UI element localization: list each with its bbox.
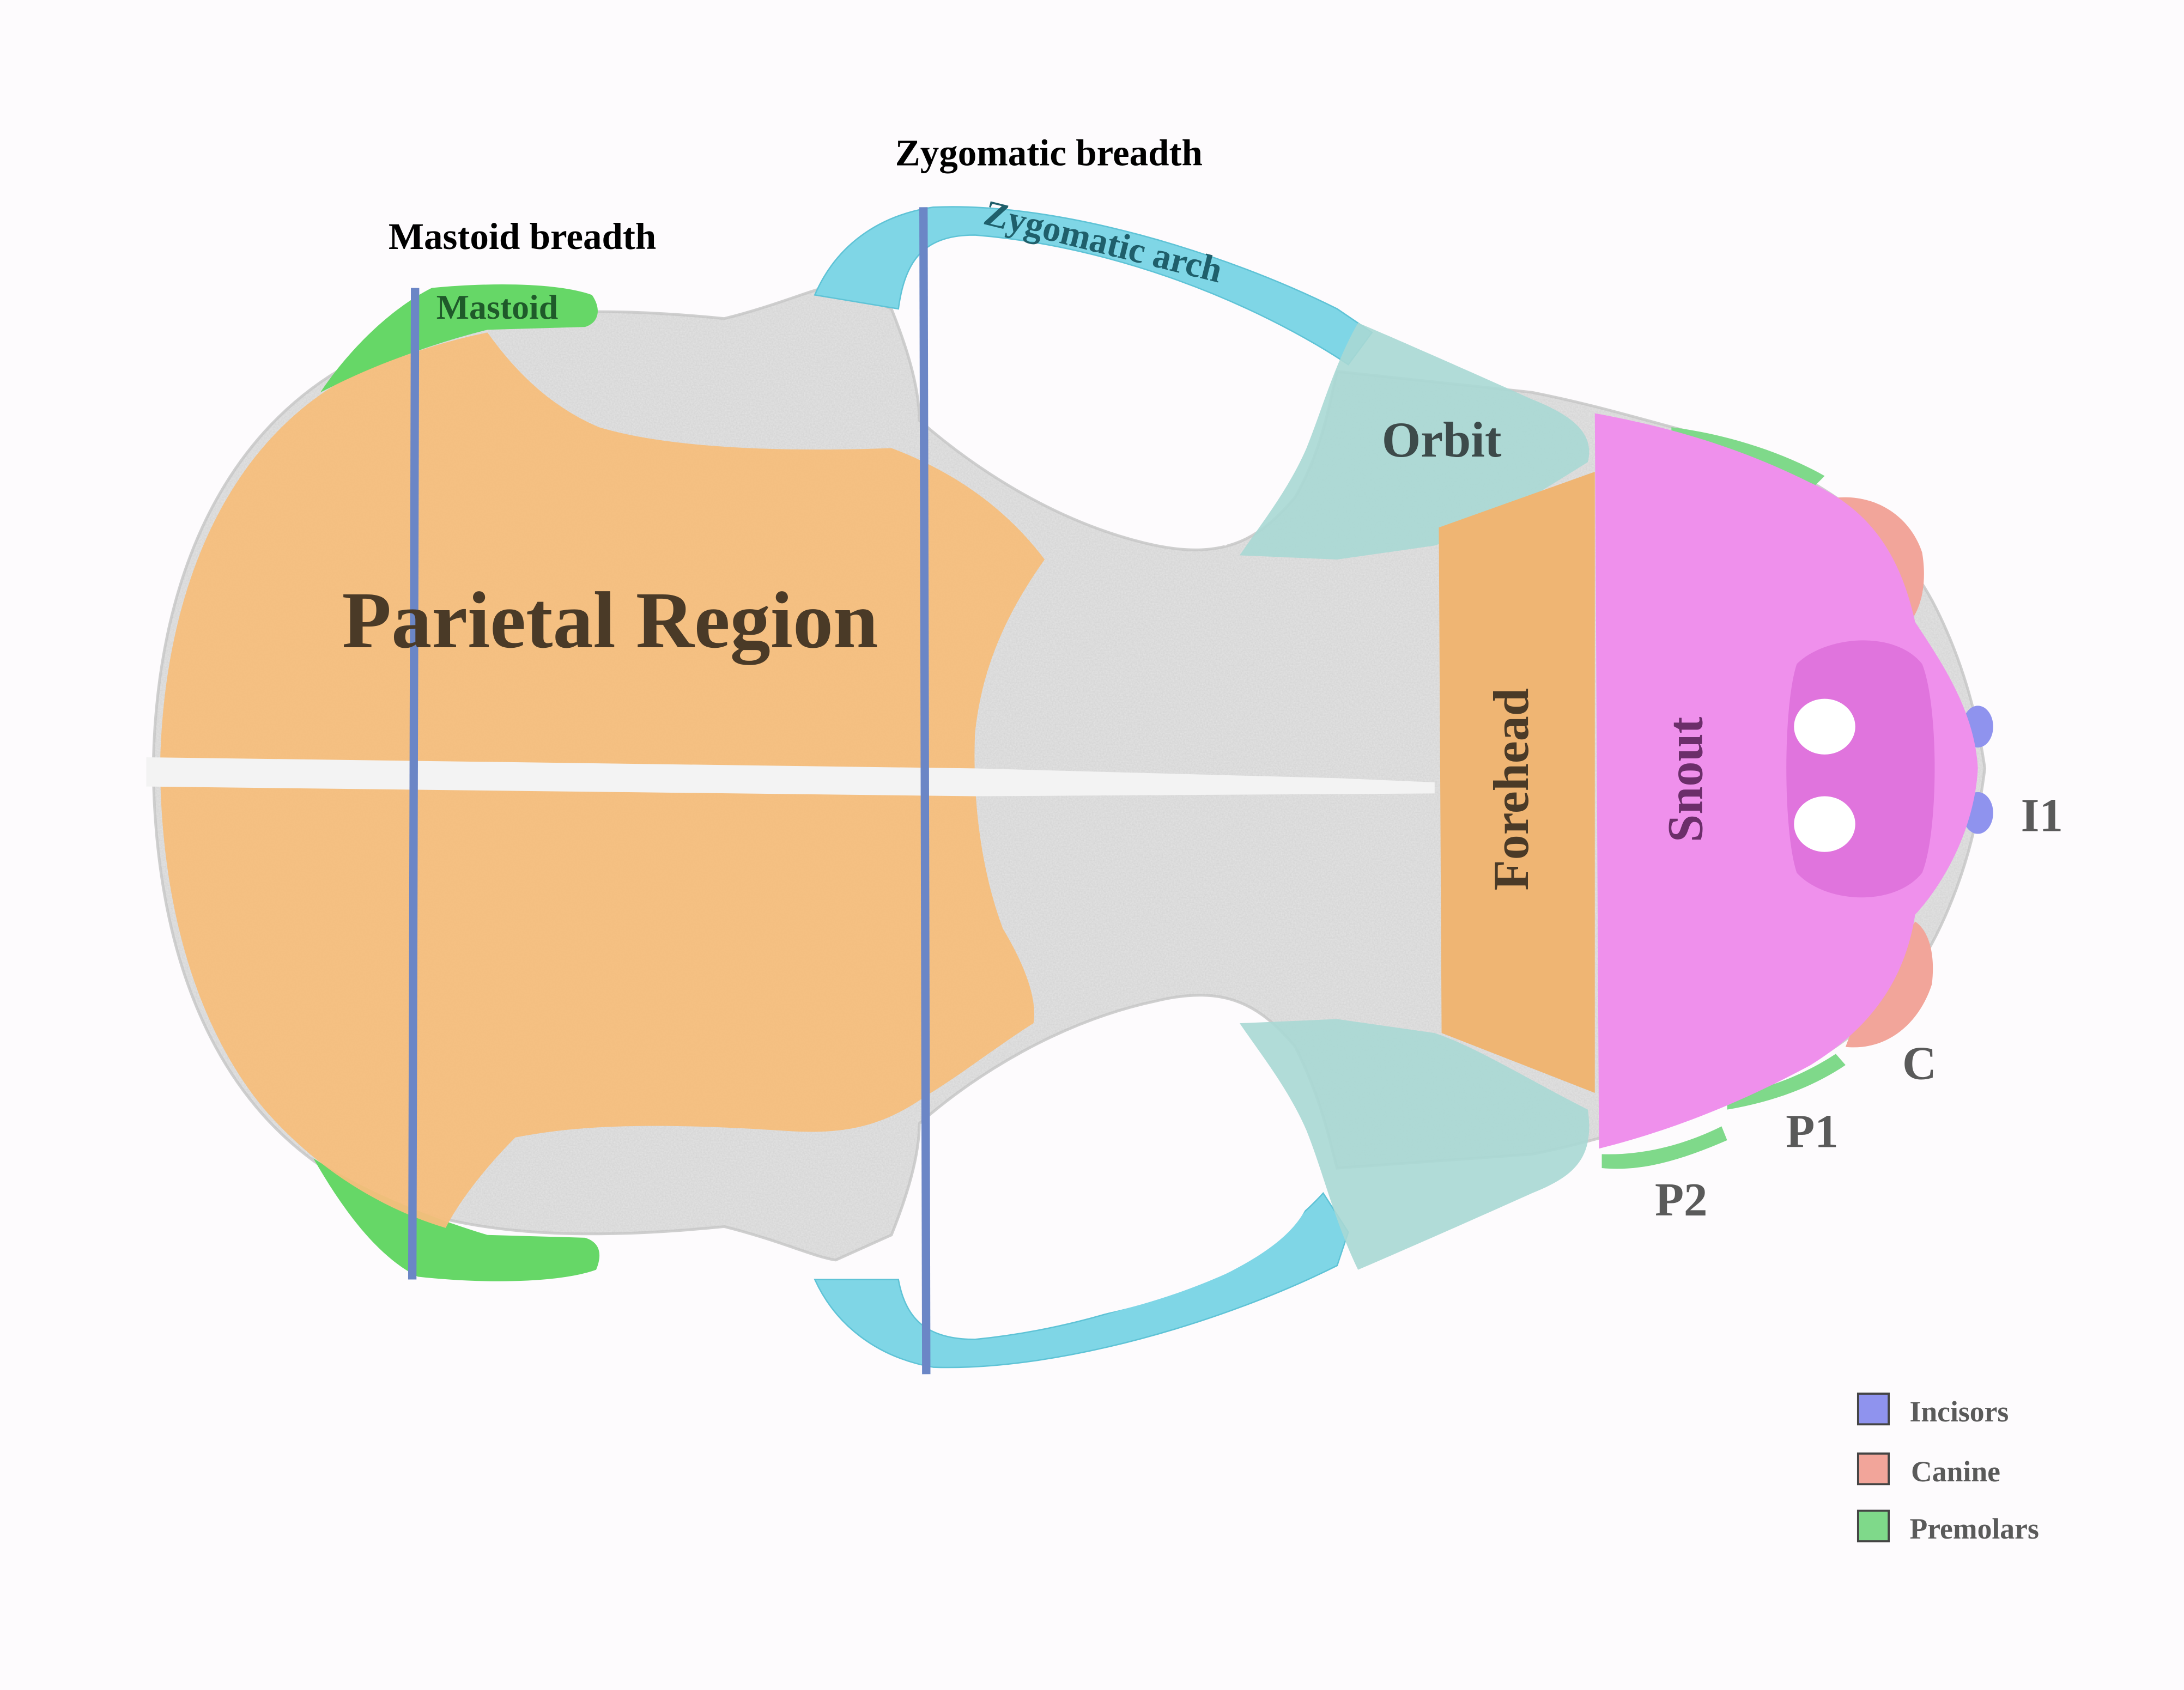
parietal-region-label: Parietal Region xyxy=(342,576,878,665)
snout-region xyxy=(1594,413,1978,1149)
legend: Incisors Canine Premolars xyxy=(1857,1393,2039,1545)
legend-swatch-premolars xyxy=(1857,1509,1890,1542)
nasal-aperture xyxy=(1786,640,1935,898)
snout-label: Snout xyxy=(1658,716,1713,842)
mastoid-breadth-line xyxy=(408,288,420,1280)
orbit-label: Orbit xyxy=(1382,412,1502,467)
orbit-cavity-lower xyxy=(921,1030,1313,1327)
premolar-lower-p1 xyxy=(1727,1054,1846,1110)
nostril-lower xyxy=(1794,796,1855,852)
zygomatic-arch-upper xyxy=(814,206,1373,366)
orbit-cavity-upper xyxy=(921,248,1313,546)
mastoid-breadth-label: Mastoid breadth xyxy=(389,216,656,257)
nostril-upper xyxy=(1794,698,1855,755)
forehead-label: Forehead xyxy=(1483,688,1539,890)
tooth-i1-label: I1 xyxy=(2021,789,2063,841)
mastoid-label: Mastoid xyxy=(436,288,559,326)
sagittal-suture xyxy=(146,757,1435,797)
legend-label-incisors: Incisors xyxy=(1909,1395,2009,1428)
mastoid-region-upper xyxy=(320,284,598,393)
orbit-region-lower xyxy=(1239,1019,1590,1270)
zygomatic-breadth-label: Zygomatic breadth xyxy=(895,132,1203,174)
zygomatic-breadth-line xyxy=(919,207,931,1375)
tooth-p2-label: P2 xyxy=(1655,1174,1708,1226)
premolar-lower-p2 xyxy=(1601,1126,1727,1169)
tooth-c-label: C xyxy=(1902,1037,1937,1089)
legend-label-canine: Canine xyxy=(1911,1455,2000,1488)
tooth-p1-label: P1 xyxy=(1786,1105,1839,1158)
legend-swatch-canine xyxy=(1857,1452,1890,1486)
legend-label-premolars: Premolars xyxy=(1909,1512,2039,1545)
legend-swatch-incisors xyxy=(1857,1393,1890,1426)
orbit-region-upper xyxy=(1239,323,1590,560)
forehead-region xyxy=(1439,471,1595,1093)
mastoid-region-lower xyxy=(313,1158,600,1281)
zygomatic-arch-lower xyxy=(814,1191,1349,1369)
